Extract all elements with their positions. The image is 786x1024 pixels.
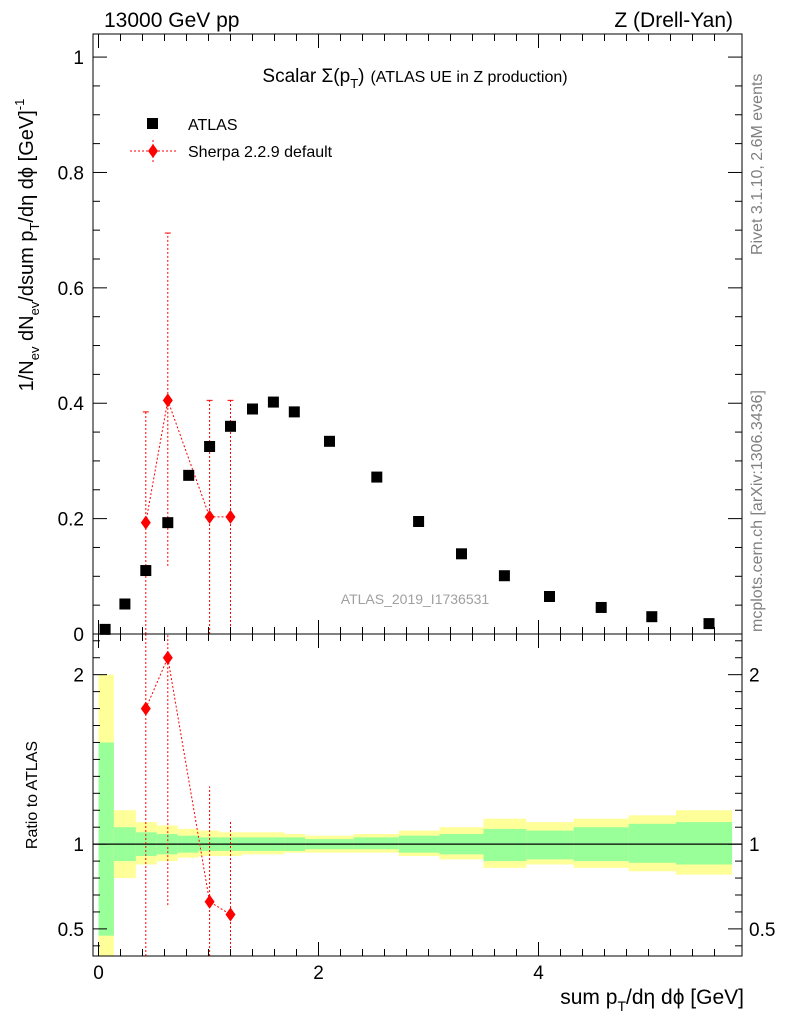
xlabel-main: sum p [560,986,617,1009]
legend-atlas-marker [147,118,158,129]
ylabel-mid2: /dsum p [16,231,38,302]
main-ytick-label: 1 [73,48,84,69]
ratio-frame [92,633,743,957]
atlas-point [646,611,658,623]
legend-atlas-label: ATLAS [188,117,238,134]
atlas-point [703,618,715,630]
legend-sherpa-marker [148,144,158,158]
ratio-ylabel: Ratio to ATLAS [24,741,41,849]
atlas-point [119,598,131,610]
ylabel-mid1: dN [16,315,38,346]
main-ylabel: 1/Nev dNev/dsum pT/dη dϕ [GeV]-1 [12,99,42,392]
ratio-band-inner [526,830,574,860]
ratio-band-inner [676,822,733,865]
ylabel-mid3: /dη dϕ [GeV] [16,110,38,222]
ratio-ytick-label-right: 2 [749,666,760,687]
ratio-axes: 0.5 0.5 1 1 2 2 0 2 4 [58,634,775,984]
title-rest: (ATLAS UE in Z production) [370,69,567,86]
rivet-label: Rivet 3.1.10, 2.6M events [749,74,766,255]
ratio-ytick-label-right: 0.5 [749,920,775,941]
sherpa-line [145,398,231,523]
ylabel-left: 1/N [16,360,38,391]
sherpa-point [140,515,151,530]
main-panel: 0 0.2 0.4 0.6 0.8 1 ATLAS_2019_I1736531 Scala… [12,33,743,646]
atlas-point [140,565,152,577]
atlas-point [247,403,258,415]
ratio-xtick-label: 4 [533,963,544,984]
mcplots-label: mcplots.cern.ch [arXiv:1306.3436] [749,390,766,632]
atlas-point [288,406,300,418]
main-title: Scalar Σ(pT) (ATLAS UE in Z production) [262,66,567,91]
ratio-ytick-label-right: 1 [749,835,760,856]
ratio-ytick-label: 2 [73,666,84,687]
ratio-ytick-label: 1 [73,835,84,856]
atlas-point [183,469,195,481]
analysis-id: ATLAS_2019_I1736531 [341,591,490,607]
atlas-point [413,516,425,527]
sherpa-point [162,393,173,408]
xlabel-sub: T [617,998,626,1014]
ratio-xtick-label: 2 [313,963,324,984]
ylabel-T: T [27,223,42,231]
energy-label: 13000 GeV pp [104,9,239,32]
ratio-point [140,701,151,716]
main-ytick-label: 0.2 [58,510,84,531]
ratio-panel: 0.5 0.5 1 1 2 2 0 2 4 Ratio to ATLAS sum pT/dη d… [24,633,775,1014]
ratio-line [145,655,231,915]
sherpa-point [225,509,236,524]
sherpa-point [204,509,215,524]
ratio-band-inner [483,828,527,862]
title-close: ) [358,66,364,87]
ratio-xtick-label: 0 [93,963,104,984]
title-sub: T [350,76,358,91]
ratio-point [225,907,236,922]
ratio-ytick-label: 0.5 [58,920,84,941]
process-label: Z (Drell-Yan) [614,9,733,32]
atlas-point [371,471,383,483]
atlas-point [162,517,174,529]
atlas-point [225,420,236,432]
ratio-band-inner [98,742,114,936]
main-ytick-label: 0.8 [58,163,84,184]
legend-sherpa-label: Sherpa 2.2.9 default [188,144,333,161]
ylabel-ev1: ev [27,346,42,360]
atlas-point [204,441,216,452]
title-main: Scalar Σ(p [262,66,350,87]
ratio-band-inner [628,823,676,863]
atlas-point [324,435,335,447]
ratio-band-inner [353,837,399,850]
ylabel-exp: -1 [12,99,27,111]
main-marks [99,232,715,635]
ratio-point [204,894,215,909]
ratio-point [162,650,173,665]
atlas-point [544,591,555,602]
ratio-xlabel: sum pT/dη dϕ [GeV] [560,986,744,1014]
atlas-point [456,548,467,560]
atlas-point [267,396,279,408]
ratio-marks [93,634,742,956]
main-ytick-label: 0.6 [58,279,84,300]
ylabel-ev2: ev [27,301,42,315]
atlas-point [99,623,111,635]
main-ytick-label: 0.4 [58,394,85,415]
legend: ATLAS Sherpa 2.2.9 default [130,117,333,162]
atlas-point [595,601,607,613]
xlabel-rest: /dη dϕ [GeV] [626,986,744,1009]
atlas-point [498,570,510,582]
main-ytick-label: 0 [73,625,84,646]
main-axes: 0 0.2 0.4 0.6 0.8 1 [58,34,742,646]
